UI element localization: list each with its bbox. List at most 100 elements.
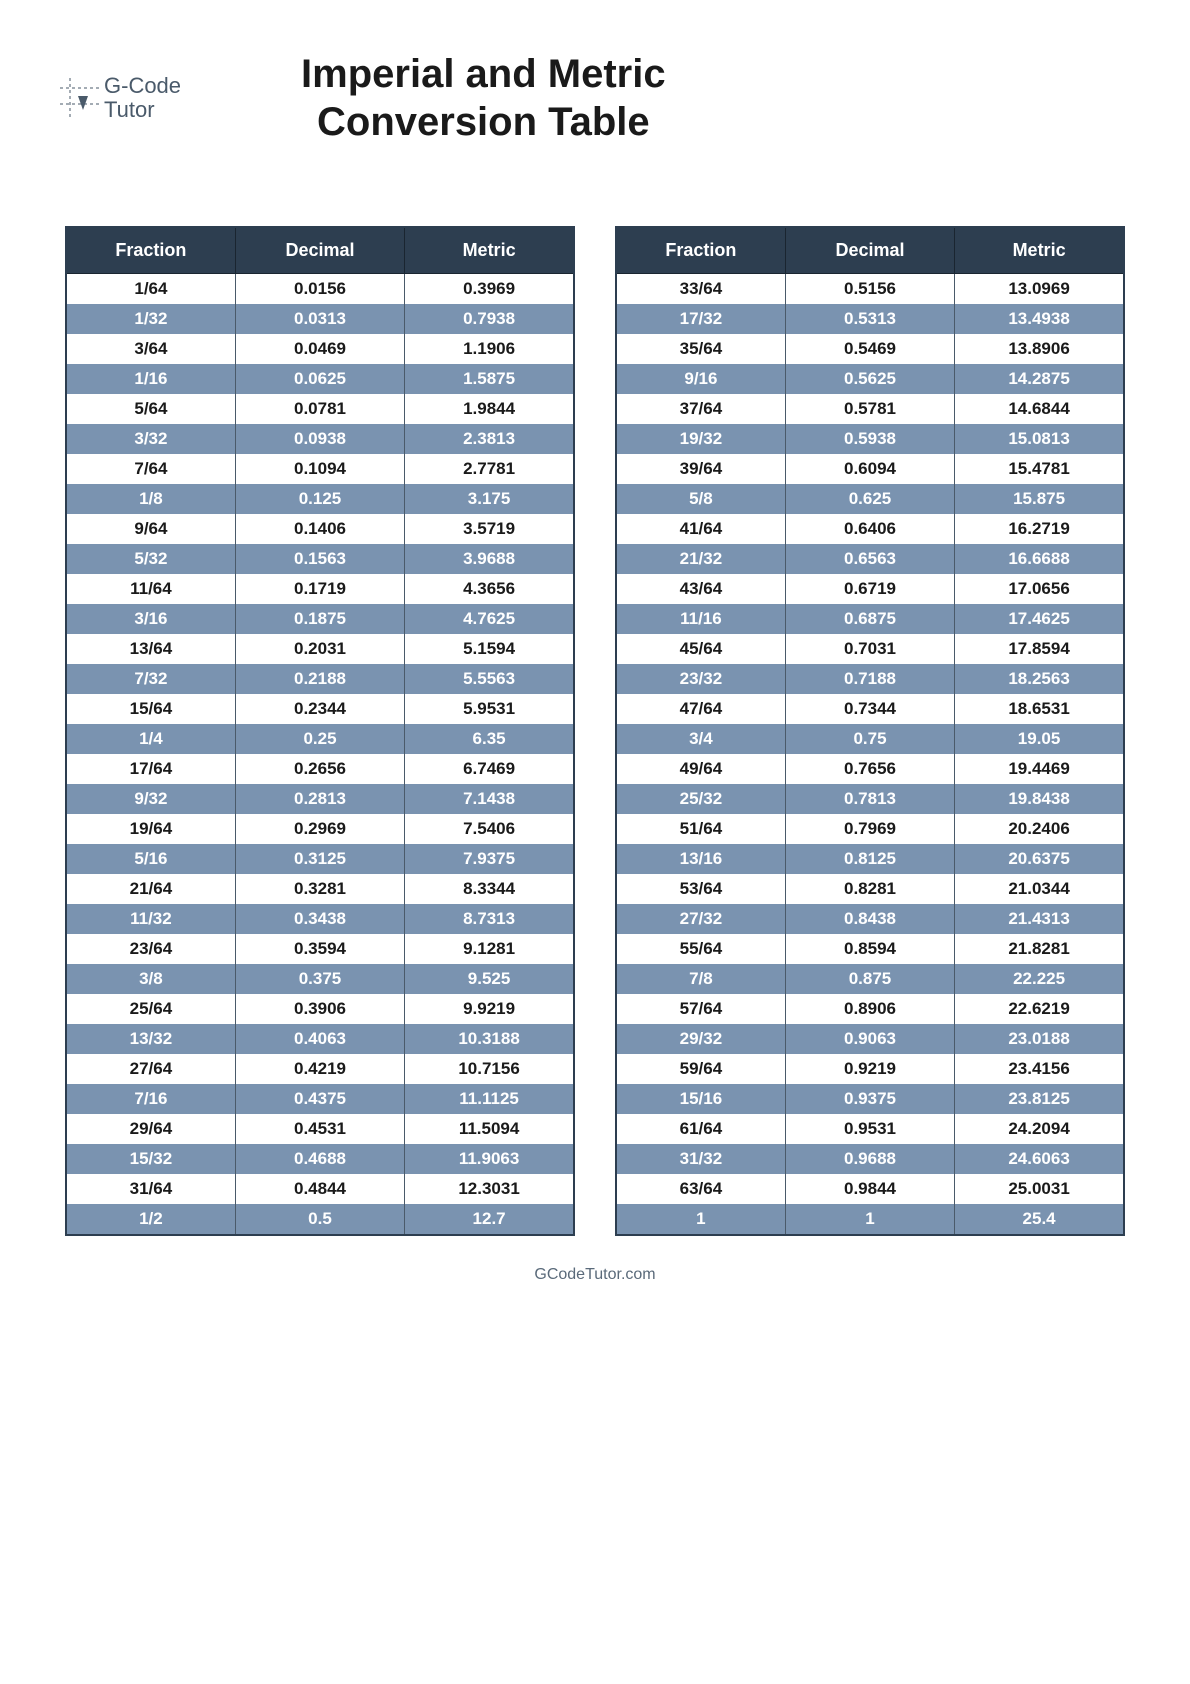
table-cell: 2.7781 <box>405 454 574 484</box>
table-row: 49/640.765619.4469 <box>616 754 1124 784</box>
table-cell: 41/64 <box>616 514 785 544</box>
table-row: 53/640.828121.0344 <box>616 874 1124 904</box>
table-cell: 0.7656 <box>785 754 954 784</box>
table-cell: 47/64 <box>616 694 785 724</box>
table-cell: 37/64 <box>616 394 785 424</box>
table-cell: 23/64 <box>66 934 235 964</box>
table-cell: 35/64 <box>616 334 785 364</box>
table-row: 1/80.1253.175 <box>66 484 574 514</box>
table-cell: 27/64 <box>66 1054 235 1084</box>
table-cell: 23.0188 <box>955 1024 1124 1054</box>
table-cell: 0.0313 <box>235 304 404 334</box>
table-cell: 0.9688 <box>785 1144 954 1174</box>
table-cell: 29/64 <box>66 1114 235 1144</box>
table-cell: 43/64 <box>616 574 785 604</box>
table-row: 11/640.17194.3656 <box>66 574 574 604</box>
table-cell: 1/16 <box>66 364 235 394</box>
table-cell: 0.25 <box>235 724 404 754</box>
table-cell: 0.2656 <box>235 754 404 784</box>
table-cell: 1 <box>616 1204 785 1235</box>
table-cell: 0.4844 <box>235 1174 404 1204</box>
table-row: 3/320.09382.3813 <box>66 424 574 454</box>
table-cell: 24.2094 <box>955 1114 1124 1144</box>
table-cell: 0.9219 <box>785 1054 954 1084</box>
table-cell: 1/32 <box>66 304 235 334</box>
table-cell: 0.9063 <box>785 1024 954 1054</box>
table-cell: 3.9688 <box>405 544 574 574</box>
table-cell: 0.7031 <box>785 634 954 664</box>
table-cell: 22.225 <box>955 964 1124 994</box>
table-cell: 9.1281 <box>405 934 574 964</box>
table-row: 7/80.87522.225 <box>616 964 1124 994</box>
table-row: 1/640.01560.3969 <box>66 274 574 305</box>
table-row: 13/320.406310.3188 <box>66 1024 574 1054</box>
table-cell: 0.6875 <box>785 604 954 634</box>
table-row: 51/640.796920.2406 <box>616 814 1124 844</box>
table-cell: 1/4 <box>66 724 235 754</box>
table-cell: 0.2344 <box>235 694 404 724</box>
table-cell: 16.6688 <box>955 544 1124 574</box>
table-cell: 0.375 <box>235 964 404 994</box>
table-cell: 31/64 <box>66 1174 235 1204</box>
col-decimal: Decimal <box>785 227 954 274</box>
table-cell: 6.7469 <box>405 754 574 784</box>
table-row: 23/320.718818.2563 <box>616 664 1124 694</box>
col-decimal: Decimal <box>235 227 404 274</box>
table-row: 59/640.921923.4156 <box>616 1054 1124 1084</box>
table-cell: 11/64 <box>66 574 235 604</box>
table-cell: 15/16 <box>616 1084 785 1114</box>
table-cell: 19.4469 <box>955 754 1124 784</box>
table-cell: 0.8281 <box>785 874 954 904</box>
table-cell: 17/32 <box>616 304 785 334</box>
table-cell: 0.5313 <box>785 304 954 334</box>
table-cell: 9.9219 <box>405 994 574 1024</box>
table-cell: 7/16 <box>66 1084 235 1114</box>
table-cell: 1.9844 <box>405 394 574 424</box>
table-cell: 14.2875 <box>955 364 1124 394</box>
table-cell: 11.9063 <box>405 1144 574 1174</box>
table-cell: 14.6844 <box>955 394 1124 424</box>
table-row: 15/320.468811.9063 <box>66 1144 574 1174</box>
table-cell: 0.3969 <box>405 274 574 305</box>
table-cell: 3.175 <box>405 484 574 514</box>
table-cell: 2.3813 <box>405 424 574 454</box>
table-row: 57/640.890622.6219 <box>616 994 1124 1024</box>
table-cell: 25/64 <box>66 994 235 1024</box>
table-cell: 63/64 <box>616 1174 785 1204</box>
table-cell: 10.7156 <box>405 1054 574 1084</box>
table-row: 15/640.23445.9531 <box>66 694 574 724</box>
table-cell: 27/32 <box>616 904 785 934</box>
table-cell: 0.0156 <box>235 274 404 305</box>
table-cell: 0.3594 <box>235 934 404 964</box>
table-cell: 0.5625 <box>785 364 954 394</box>
table-cell: 0.2813 <box>235 784 404 814</box>
table-cell: 13.4938 <box>955 304 1124 334</box>
table-cell: 1/8 <box>66 484 235 514</box>
table-row: 11/160.687517.4625 <box>616 604 1124 634</box>
table-row: 43/640.671917.0656 <box>616 574 1124 604</box>
table-row: 21/640.32818.3344 <box>66 874 574 904</box>
table-cell: 0.1719 <box>235 574 404 604</box>
table-cell: 5.1594 <box>405 634 574 664</box>
table-row: 7/320.21885.5563 <box>66 664 574 694</box>
table-row: 3/80.3759.525 <box>66 964 574 994</box>
table-cell: 1 <box>785 1204 954 1235</box>
table-cell: 19.05 <box>955 724 1124 754</box>
table-cell: 55/64 <box>616 934 785 964</box>
table-row: 25/640.39069.9219 <box>66 994 574 1024</box>
table-row: 1/160.06251.5875 <box>66 364 574 394</box>
table-cell: 0.75 <box>785 724 954 754</box>
table-row: 27/640.421910.7156 <box>66 1054 574 1084</box>
table-cell: 1/64 <box>66 274 235 305</box>
table-row: 3/640.04691.1906 <box>66 334 574 364</box>
table-cell: 0.3281 <box>235 874 404 904</box>
table-cell: 18.6531 <box>955 694 1124 724</box>
col-metric: Metric <box>955 227 1124 274</box>
table-cell: 59/64 <box>616 1054 785 1084</box>
table-cell: 0.4063 <box>235 1024 404 1054</box>
table-cell: 4.3656 <box>405 574 574 604</box>
table-cell: 17.8594 <box>955 634 1124 664</box>
table-row: 21/320.656316.6688 <box>616 544 1124 574</box>
table-cell: 23.4156 <box>955 1054 1124 1084</box>
table-row: 35/640.546913.8906 <box>616 334 1124 364</box>
